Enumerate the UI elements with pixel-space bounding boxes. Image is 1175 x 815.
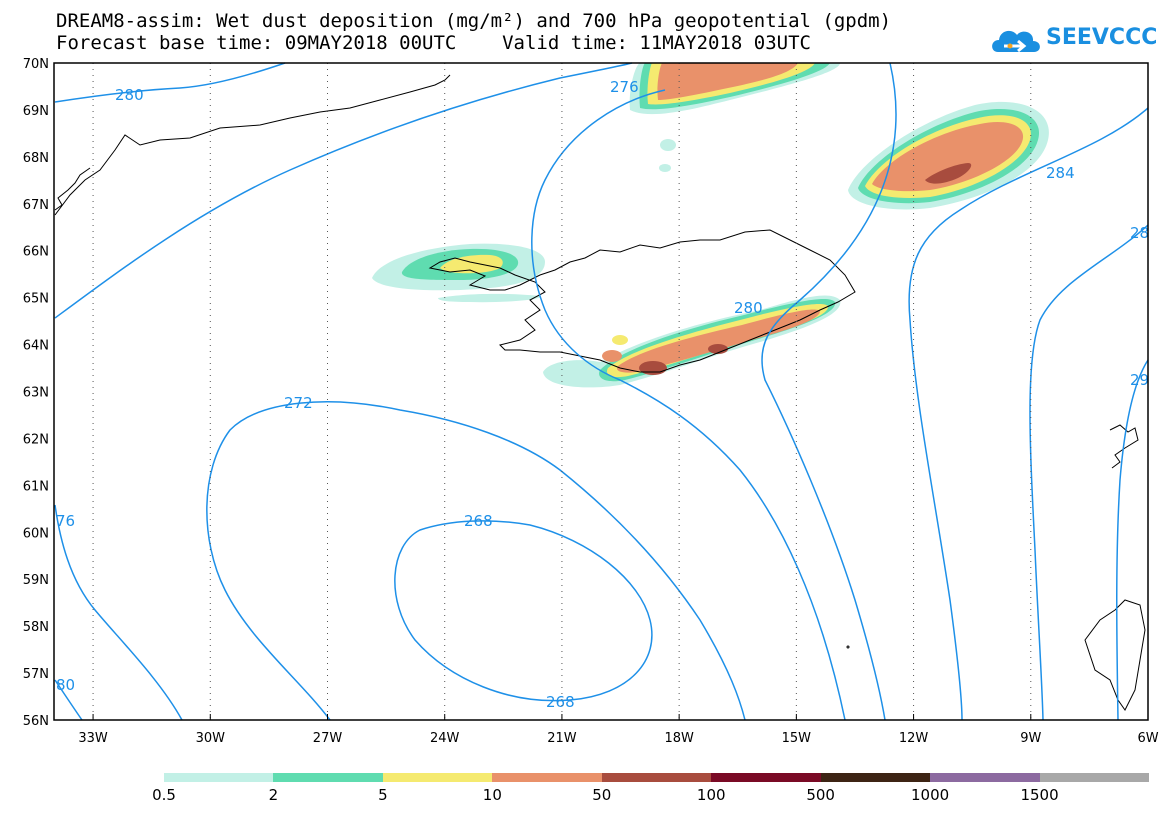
lat-label: 69N <box>23 104 49 119</box>
cloud-logo-icon <box>992 30 1040 53</box>
lon-label: 6W <box>1137 731 1158 746</box>
latitude-labels: 70N 69N 68N 67N 66N 65N 64N 63N 62N 61N 60N 59N 58N 5… <box>23 57 49 729</box>
legend-label: 500 <box>806 786 835 804</box>
lat-label: 62N <box>23 432 49 447</box>
lat-label: 67N <box>23 198 49 213</box>
lat-label: 58N <box>23 620 49 635</box>
legend-color-box <box>492 773 603 782</box>
legend-label: 5 <box>378 786 388 804</box>
forecast-times: Forecast base time: 09MAY2018 00UTC Vali… <box>56 32 811 54</box>
contour-label: 76 <box>56 512 75 530</box>
contour-label: 80 <box>56 676 75 694</box>
lon-label: 30W <box>196 731 226 746</box>
contour-label: 280 <box>115 86 144 104</box>
legend-label: 2 <box>268 786 279 804</box>
lon-label: 33W <box>78 731 108 746</box>
logo-text: SEEVCCC <box>1046 25 1158 50</box>
contour-label: 284 <box>1046 164 1075 182</box>
contour-labels: 280 276 284 28 280 272 268 268 76 80 29 <box>56 78 1149 711</box>
contour-label: 280 <box>734 299 763 317</box>
legend-color-box <box>273 773 384 782</box>
lat-label: 56N <box>23 714 49 729</box>
legend-color-box <box>711 773 822 782</box>
legend-color-box <box>930 773 1041 782</box>
legend-color-box <box>1039 773 1150 782</box>
contour-label: 268 <box>546 693 575 711</box>
contour-label: 276 <box>610 78 639 96</box>
legend-label: 1500 <box>1020 786 1059 804</box>
lat-label: 60N <box>23 526 49 541</box>
lat-label: 70N <box>23 57 49 72</box>
legend-color-box <box>820 773 931 782</box>
lat-label: 65N <box>23 292 49 307</box>
lat-label: 66N <box>23 245 49 260</box>
legend-label: 50 <box>592 786 612 804</box>
lon-label: 9W <box>1020 731 1041 746</box>
geopotential-contours <box>54 62 1149 721</box>
coastline <box>54 74 1146 711</box>
lat-label: 63N <box>23 386 49 401</box>
contour-label: 268 <box>464 512 493 530</box>
legend-label: 1000 <box>911 786 950 804</box>
legend-color-box <box>164 773 274 782</box>
lat-label: 57N <box>23 667 49 682</box>
lon-label: 21W <box>547 731 577 746</box>
longitude-labels: 33W 30W 27W 24W 21W 18W 15W 12W 9W 6W <box>78 714 1159 746</box>
lat-label: 61N <box>23 479 49 494</box>
lat-label: 68N <box>23 151 49 166</box>
lon-label: 27W <box>313 731 343 746</box>
lon-label: 12W <box>899 731 929 746</box>
legend-label: 0.5 <box>152 786 176 804</box>
map-frame <box>53 62 1149 721</box>
lon-label: 24W <box>430 731 460 746</box>
dust-deposition-shading <box>372 63 1049 388</box>
legend-color-box <box>601 773 712 782</box>
legend-label: 100 <box>696 786 726 804</box>
lon-label: 15W <box>782 731 812 746</box>
contour-label: 272 <box>284 394 313 412</box>
legend-label: 10 <box>482 786 502 804</box>
contour-label: 28 <box>1130 224 1149 242</box>
lat-label: 59N <box>23 573 49 588</box>
contour-label: 29 <box>1130 371 1149 389</box>
legend-color-box <box>382 773 493 782</box>
lon-label: 18W <box>664 731 694 746</box>
map-title: DREAM8-assim: Wet dust deposition (mg/m²… <box>56 10 892 32</box>
lat-label: 64N <box>23 339 49 354</box>
